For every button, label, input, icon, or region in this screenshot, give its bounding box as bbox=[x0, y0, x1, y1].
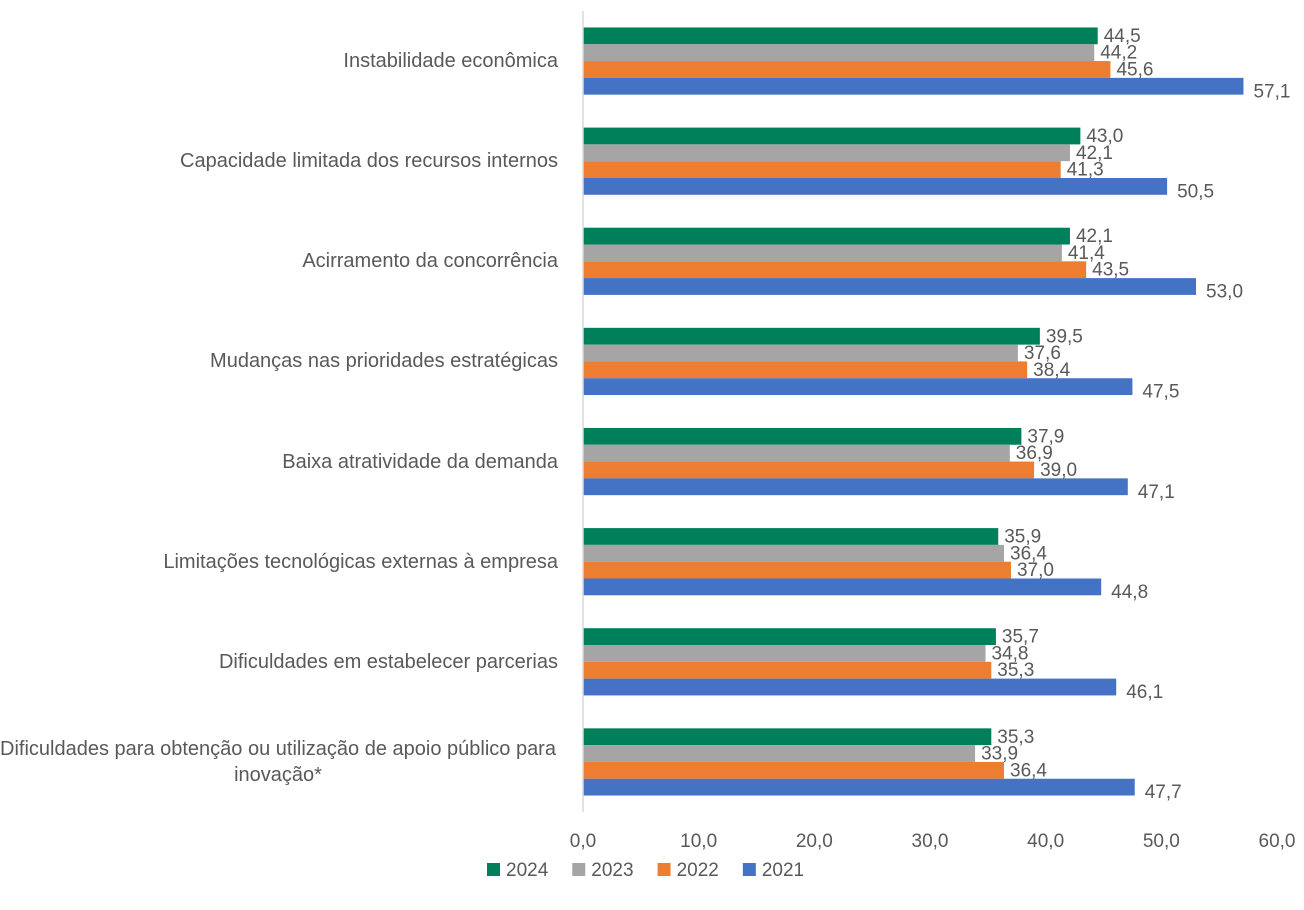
bar bbox=[583, 745, 976, 762]
value-label: 36,4 bbox=[1010, 543, 1047, 564]
bar bbox=[583, 661, 992, 679]
category-text: Baixa atratividade da demanda bbox=[282, 450, 558, 473]
value-label: 39,0 bbox=[1040, 460, 1077, 481]
bar bbox=[583, 261, 1087, 279]
bar bbox=[583, 478, 1128, 496]
category-text: Dificuldades em estabelecer parcerias bbox=[218, 650, 558, 673]
value-label: 53,0 bbox=[1206, 282, 1243, 303]
bar bbox=[583, 544, 1005, 562]
bar bbox=[583, 761, 1005, 779]
legend-label: 2023 bbox=[591, 860, 633, 881]
bar bbox=[583, 344, 1018, 362]
value-label: 47,7 bbox=[1145, 782, 1182, 803]
category-text: Instabilidade econômica bbox=[343, 50, 558, 72]
category-label: Capacidade limitada dos recursos interno… bbox=[0, 111, 558, 211]
bar bbox=[583, 177, 1168, 195]
value-label: 35,9 bbox=[1004, 527, 1041, 548]
value-label: 41,4 bbox=[1068, 243, 1105, 264]
bar bbox=[583, 127, 1081, 145]
legend-swatch bbox=[657, 863, 671, 876]
value-label: 45,6 bbox=[1116, 59, 1153, 80]
x-tick-label: 60,0 bbox=[1259, 831, 1296, 852]
value-label: 50,5 bbox=[1177, 181, 1214, 202]
category-text: Mudanças nas prioridades estratégicas bbox=[210, 350, 558, 373]
x-tick-label: 50,0 bbox=[1143, 831, 1180, 852]
x-tick-label: 30,0 bbox=[912, 831, 949, 852]
bar bbox=[583, 244, 1062, 262]
value-label: 47,1 bbox=[1138, 482, 1175, 503]
bar bbox=[583, 161, 1061, 178]
value-label: 44,8 bbox=[1111, 582, 1148, 603]
value-label: 43,5 bbox=[1092, 260, 1129, 281]
x-tick-label: 20,0 bbox=[796, 831, 833, 852]
value-label: 57,1 bbox=[1253, 81, 1290, 102]
bar bbox=[583, 27, 1098, 45]
category-label: Mudanças nas prioridades estratégicas bbox=[0, 311, 558, 411]
bar bbox=[583, 427, 1022, 445]
value-label: 41,3 bbox=[1067, 160, 1104, 181]
bar bbox=[583, 444, 1010, 462]
legend-label: 2024 bbox=[506, 860, 549, 881]
x-tick-label: 40,0 bbox=[1027, 831, 1064, 852]
category-text: Limitações tecnológicas externas à empre… bbox=[163, 550, 558, 573]
legend-swatch bbox=[742, 863, 756, 876]
value-label: 39,5 bbox=[1046, 326, 1083, 347]
value-label: 44,2 bbox=[1100, 43, 1137, 64]
bar bbox=[583, 645, 986, 662]
bar bbox=[583, 628, 996, 646]
legend-label: 2022 bbox=[677, 860, 719, 881]
bar bbox=[583, 578, 1102, 596]
value-label: 36,4 bbox=[1010, 760, 1047, 781]
legend-swatch bbox=[572, 863, 586, 876]
value-label: 46,1 bbox=[1126, 682, 1163, 703]
value-label: 38,4 bbox=[1033, 360, 1070, 381]
bar bbox=[583, 561, 1011, 579]
value-label: 34,8 bbox=[992, 643, 1029, 664]
value-label: 37,6 bbox=[1024, 343, 1061, 364]
category-label: Dificuldades para obtenção ou utilização… bbox=[0, 712, 558, 812]
bar bbox=[583, 44, 1095, 62]
category-label: Limitações tecnológicas externas à empre… bbox=[0, 512, 558, 612]
bar bbox=[583, 461, 1035, 479]
value-label: 36,9 bbox=[1016, 443, 1053, 464]
bar bbox=[583, 728, 992, 746]
bar bbox=[583, 278, 1197, 295]
category-text: Acirramento da concorrência bbox=[302, 250, 558, 273]
legend-label: 2021 bbox=[762, 860, 804, 881]
category-text: Capacidade limitada dos recursos interno… bbox=[180, 150, 558, 173]
bar bbox=[583, 528, 999, 545]
value-label: 42,1 bbox=[1076, 226, 1113, 247]
category-label: Acirramento da concorrência bbox=[0, 211, 558, 311]
bar bbox=[583, 361, 1028, 379]
x-tick-label: 10,0 bbox=[680, 831, 717, 852]
value-label: 47,5 bbox=[1142, 382, 1179, 403]
category-text: Dificuldades para obtenção ou utilização… bbox=[0, 737, 556, 786]
category-label: Dificuldades em estabelecer parcerias bbox=[0, 612, 558, 712]
category-label: Baixa atratividade da demanda bbox=[0, 412, 558, 512]
value-label: 42,1 bbox=[1076, 143, 1113, 164]
value-label: 35,3 bbox=[997, 660, 1034, 681]
value-label: 44,5 bbox=[1104, 26, 1141, 47]
legend-swatch bbox=[487, 863, 500, 876]
value-label: 35,7 bbox=[1002, 627, 1039, 648]
bar bbox=[583, 378, 1133, 396]
x-tick-label: 0,0 bbox=[570, 831, 596, 852]
bar bbox=[583, 144, 1070, 162]
value-label: 43,0 bbox=[1086, 126, 1123, 147]
value-label: 35,3 bbox=[997, 727, 1034, 748]
bar bbox=[583, 678, 1117, 696]
value-label: 37,9 bbox=[1027, 426, 1064, 447]
bar bbox=[583, 227, 1070, 245]
bar bbox=[583, 77, 1244, 95]
bar bbox=[583, 327, 1040, 345]
bar bbox=[583, 61, 1111, 78]
category-label: Instabilidade econômica bbox=[0, 11, 558, 111]
value-label: 37,0 bbox=[1017, 560, 1054, 581]
bar bbox=[583, 778, 1135, 796]
value-label: 33,9 bbox=[981, 744, 1018, 765]
